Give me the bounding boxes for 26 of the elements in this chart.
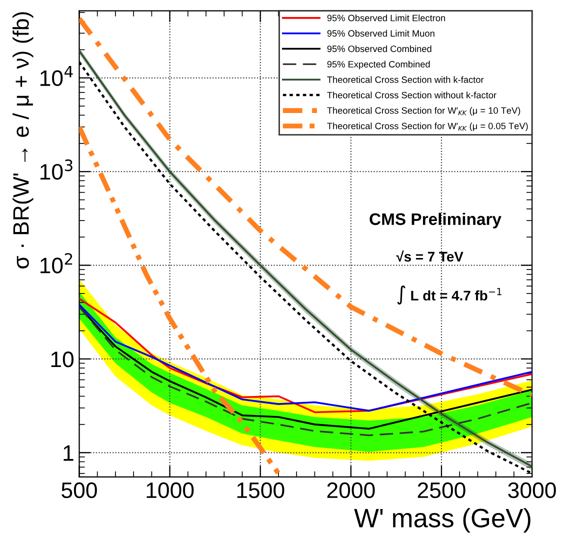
legend-label: Theoretical Cross Section for W′$_{KK}$ (μ = 0.05 TeV)	[327, 122, 528, 132]
legend-label: Theoretical Cross Section with k-factor	[327, 76, 484, 83]
y-tick-label: 1	[64, 445, 74, 461]
y-tick-label: 10$^{2}$	[40, 253, 72, 274]
legend-label: 95% Observed Limit Electron	[327, 14, 446, 22]
y-tick-label: 10	[51, 351, 74, 368]
y-tick-label: 10$^{4}$	[40, 66, 73, 86]
x-tick-label: 1000	[146, 482, 194, 498]
x-tick-label: 2500	[418, 482, 466, 498]
x-tick-label: 2000	[327, 482, 375, 498]
legend-label: Theoretical Cross Section without k-factor	[327, 92, 496, 98]
line-series	[79, 124, 281, 476]
x-axis-title: W' mass (GeV)	[354, 508, 530, 533]
legend-label: 95% Expected Combined	[327, 60, 430, 70]
annotation: CMS Preliminary	[370, 212, 502, 228]
annotation: √s = 7 TeV	[396, 250, 464, 262]
legend-label: 95% Observed Combined	[327, 45, 432, 52]
y-axis-title: σ · BR(W' → e / μ + ν) (fb)	[12, 12, 34, 268]
legend-label: Theoretical Cross Section for W′$_{KK}$ (μ = 10 TeV)	[327, 107, 520, 116]
legend-label: 95% Observed Limit Muon	[327, 30, 434, 37]
x-tick-label: 500	[62, 482, 97, 498]
x-tick-label: 1500	[237, 482, 284, 498]
x-tick-label: 3000	[508, 482, 556, 498]
line-series	[79, 16, 532, 398]
y-tick-label: 10$^{3}$	[40, 159, 72, 180]
annotation: ∫ L dt = 4.7 fb$^{−1}$	[397, 286, 502, 305]
